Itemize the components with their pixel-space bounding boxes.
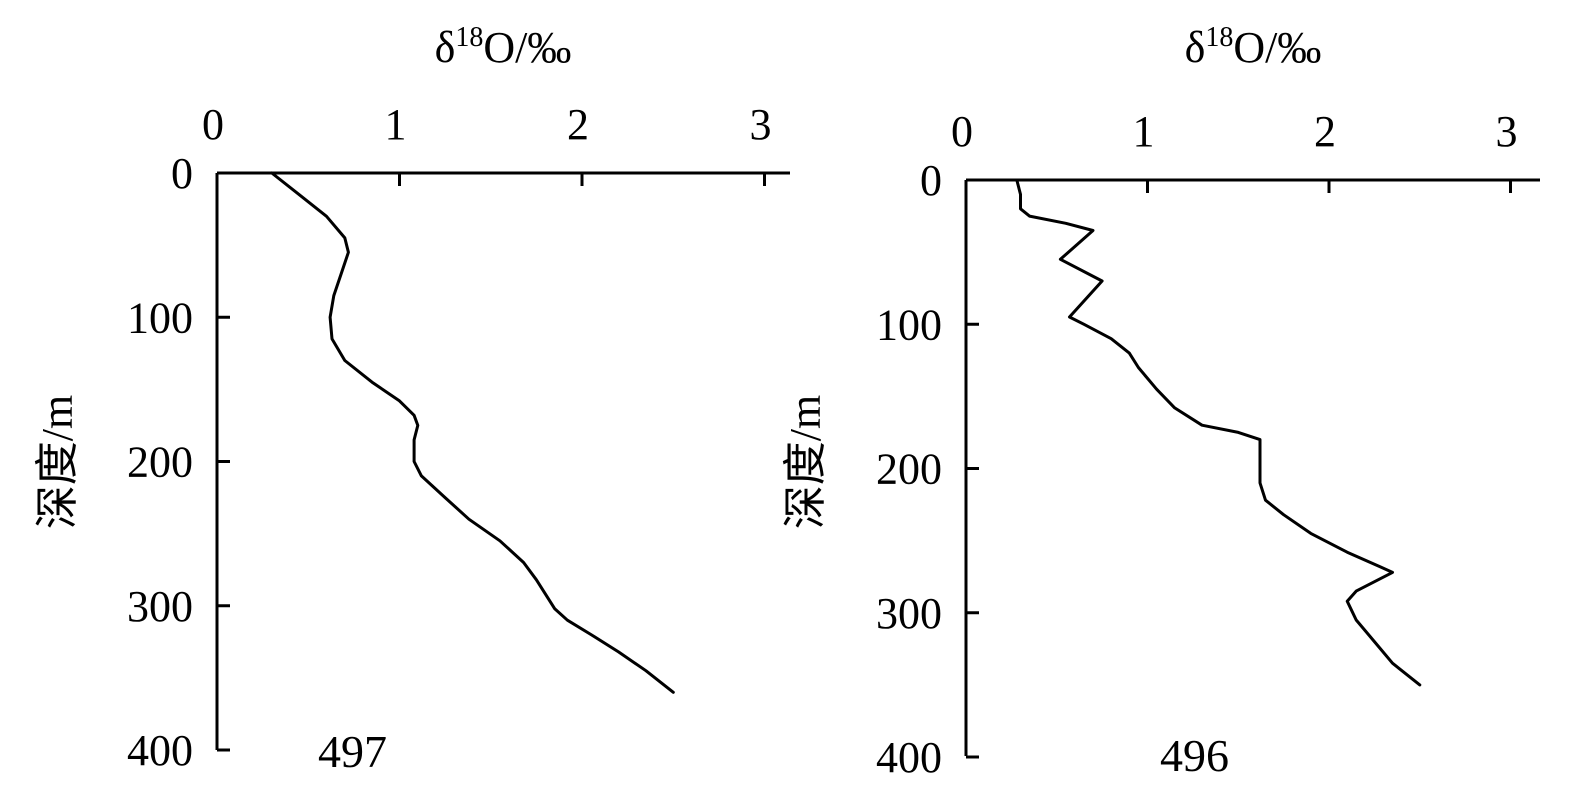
x-axis-title-sup: 18	[1205, 22, 1233, 53]
y-tick-label: 400	[127, 726, 193, 775]
y-tick-label: 200	[876, 445, 942, 494]
station-label: 497	[318, 726, 387, 777]
x-axis-title-base: δ	[435, 23, 456, 72]
x-tick-label: 1	[385, 100, 407, 149]
x-tick-label: 1	[1133, 107, 1155, 156]
y-tick-label: 0	[920, 156, 942, 205]
y-tick-label: 300	[876, 589, 942, 638]
station-label: 496	[1160, 730, 1229, 781]
chart-panel-496: 0 1 2 3 0 100 200 300 400 δ18O/‰ 深度/m 496	[781, 22, 1540, 782]
x-tick-label: 3	[1496, 107, 1518, 156]
chart-panel-497: 0 1 2 3 0 100 200 300 400 δ18O/‰ 深度/m 497	[33, 22, 790, 777]
y-axis-title: 深度/m	[33, 395, 82, 529]
x-tick-label: 0	[202, 100, 224, 149]
x-axis-title: δ18O/‰	[1185, 22, 1322, 72]
x-axis-title: δ18O/‰	[435, 22, 572, 72]
y-tick-label: 200	[127, 438, 193, 487]
series-line-496	[1015, 178, 1422, 687]
x-tick-label: 2	[567, 100, 589, 149]
x-axis-title-tail: O/‰	[1233, 23, 1321, 72]
x-axis-title-sup: 18	[455, 22, 483, 53]
x-tick-label: 2	[1314, 107, 1336, 156]
y-tick-label: 100	[876, 300, 942, 349]
y-tick-label: 300	[127, 582, 193, 631]
x-axis-title-tail: O/‰	[483, 23, 571, 72]
x-tick-label: 3	[750, 100, 772, 149]
y-tick-label: 400	[876, 733, 942, 782]
y-axis-title: 深度/m	[781, 395, 830, 529]
x-tick-label: 0	[951, 107, 973, 156]
x-axis-title-base: δ	[1185, 23, 1206, 72]
y-tick-label: 0	[171, 149, 193, 198]
series-line-497	[270, 171, 675, 694]
y-tick-label: 100	[127, 293, 193, 342]
